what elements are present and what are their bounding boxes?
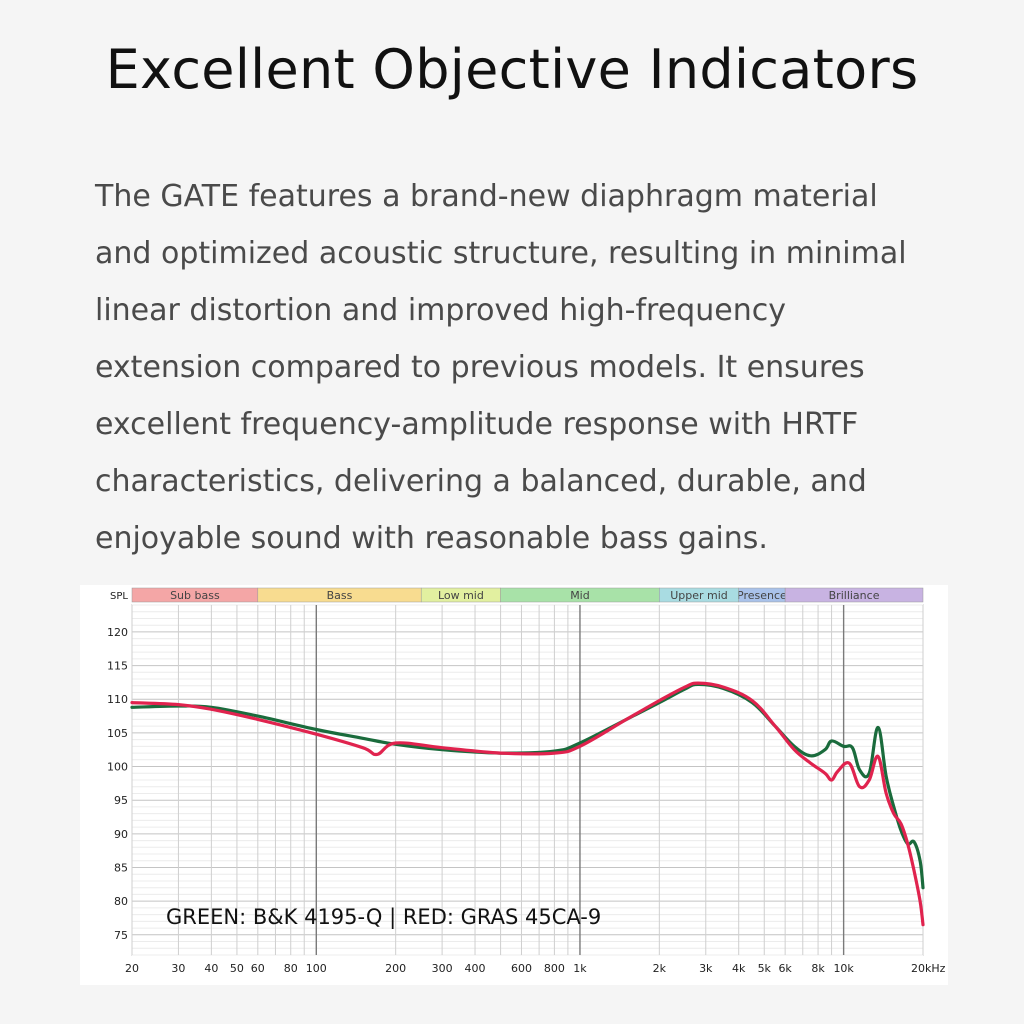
x-tick-label: 1k bbox=[573, 962, 587, 975]
x-tick-label: 6k bbox=[778, 962, 792, 975]
y-axis-label: SPL bbox=[110, 591, 128, 602]
y-tick-label: 80 bbox=[114, 895, 128, 908]
x-tick-label: 30 bbox=[171, 962, 185, 975]
description-line: and optimized acoustic structure, result… bbox=[95, 236, 907, 271]
y-tick-label: 120 bbox=[107, 626, 128, 639]
x-tick-label: 10k bbox=[833, 962, 854, 975]
x-tick-label: 400 bbox=[465, 962, 486, 975]
band-label: Mid bbox=[570, 589, 590, 602]
x-tick-label: 4k bbox=[732, 962, 746, 975]
x-tick-labels: 20 30 40 50 60 80 100 200 300 400 600 800 1k 2k 3k 4k 5k… bbox=[125, 962, 946, 975]
band-6 bbox=[784, 587, 924, 603]
description-line: excellent frequency-amplitude response w… bbox=[95, 407, 859, 442]
series-lines bbox=[130, 681, 925, 927]
description-line: characteristics, delivering a balanced, … bbox=[95, 464, 867, 499]
y-tick-label: 100 bbox=[107, 761, 128, 774]
x-tick-label: 80 bbox=[284, 962, 298, 975]
frequency-response-chart: Sub bass Bass Low mid Mid Upper mid Presence B… bbox=[80, 585, 948, 985]
description-line: extension compared to previous models. I… bbox=[95, 350, 865, 385]
description-line: enjoyable sound with reasonable bass gai… bbox=[95, 521, 768, 556]
x-tick-label: 2k bbox=[653, 962, 667, 975]
description-line: The GATE features a brand-new diaphragm … bbox=[95, 179, 878, 214]
band-label: Bass bbox=[327, 589, 353, 602]
x-tick-label: 60 bbox=[251, 962, 265, 975]
y-tick-label: 115 bbox=[107, 660, 128, 673]
x-tick-label: 800 bbox=[544, 962, 565, 975]
y-tick-label: 95 bbox=[114, 794, 128, 807]
x-tick-label: 3k bbox=[699, 962, 713, 975]
series-line-red bbox=[130, 681, 925, 927]
description-line: linear distortion and improved high-freq… bbox=[95, 293, 786, 328]
chart-svg: Sub bass Bass Low mid Mid Upper mid Presence B… bbox=[107, 587, 946, 975]
x-tick-label: 20kHz bbox=[911, 962, 946, 975]
band-label: Presence bbox=[737, 589, 787, 602]
band-label: Upper mid bbox=[670, 589, 728, 602]
y-tick-label: 90 bbox=[114, 828, 128, 841]
band-label: Sub bass bbox=[170, 589, 220, 602]
x-tick-label: 50 bbox=[230, 962, 244, 975]
x-tick-label: 300 bbox=[432, 962, 453, 975]
x-tick-label: 8k bbox=[811, 962, 825, 975]
x-tick-label: 20 bbox=[125, 962, 139, 975]
description: The GATE features a brand-new diaphragm … bbox=[95, 168, 975, 567]
y-tick-label: 75 bbox=[114, 929, 128, 942]
x-tick-label: 200 bbox=[385, 962, 406, 975]
band-label: Brilliance bbox=[829, 589, 880, 602]
x-tick-label: 100 bbox=[306, 962, 327, 975]
band-label: Low mid bbox=[438, 589, 484, 602]
x-tick-label: 5k bbox=[758, 962, 772, 975]
x-tick-label: 600 bbox=[511, 962, 532, 975]
x-tick-label: 40 bbox=[204, 962, 218, 975]
frequency-bands: Sub bass Bass Low mid Mid Upper mid Presence B… bbox=[131, 587, 924, 603]
y-tick-label: 105 bbox=[107, 727, 128, 740]
y-tick-label: 85 bbox=[114, 862, 128, 875]
y-tick-labels: 75 80 85 90 95 100 105 110 115 120 bbox=[107, 626, 128, 942]
chart-grid bbox=[131, 604, 924, 956]
page-title: Excellent Objective Indicators bbox=[105, 38, 919, 101]
y-tick-label: 110 bbox=[107, 693, 128, 706]
legend-annotation: GREEN: B&K 4195-Q | RED: GRAS 45CA-9 bbox=[166, 905, 601, 930]
